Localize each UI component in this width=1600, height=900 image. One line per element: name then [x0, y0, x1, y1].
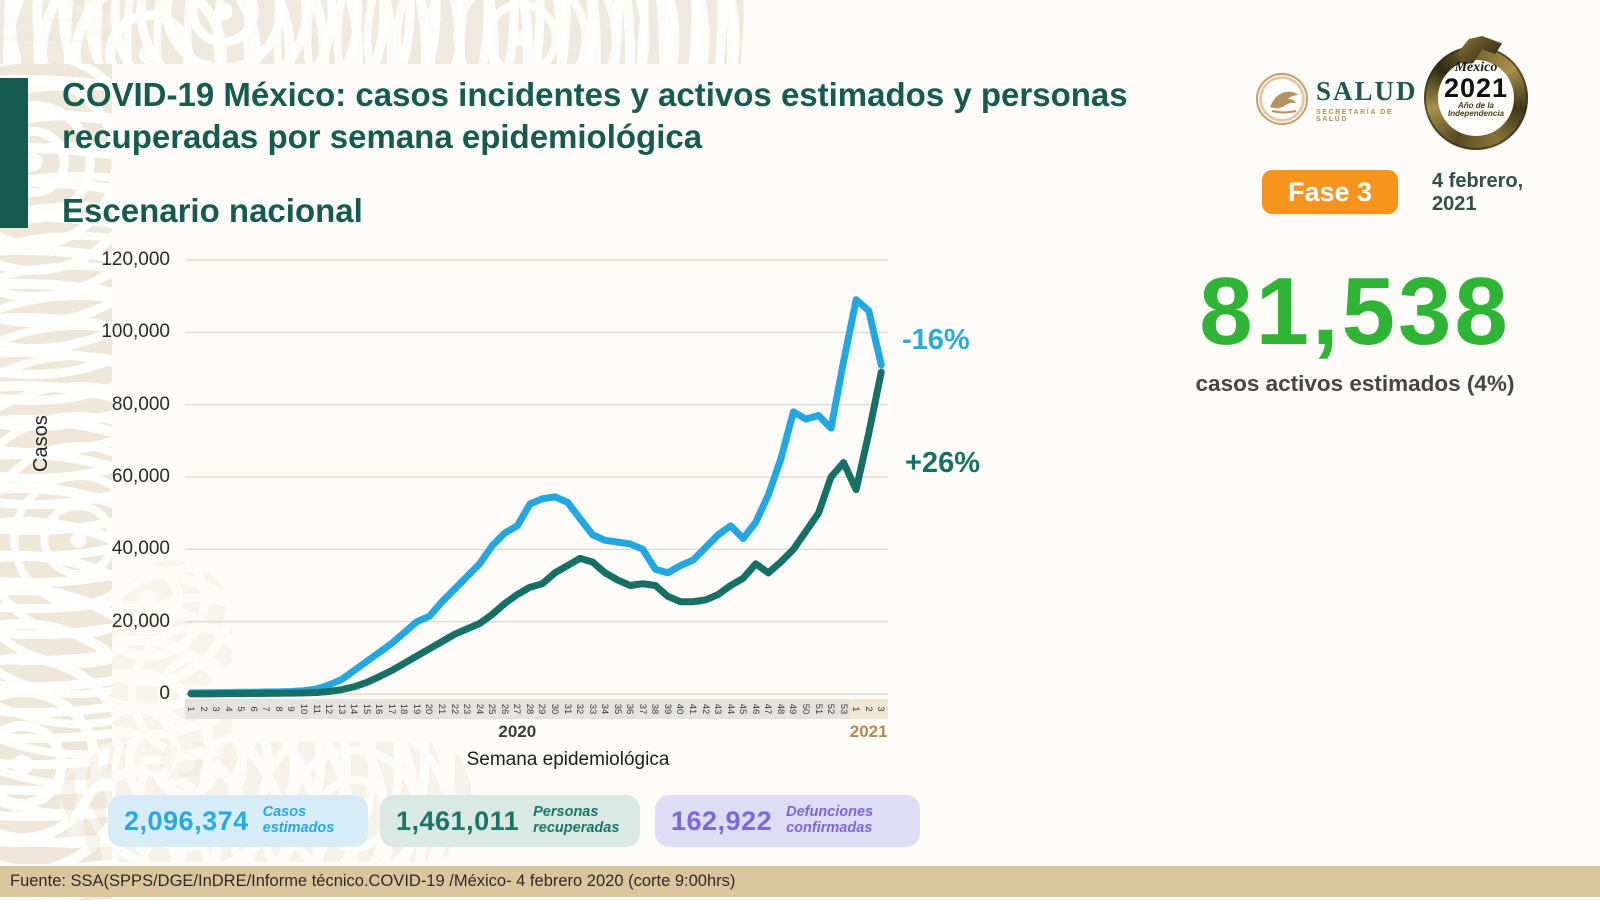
mexico-name: México: [1454, 60, 1498, 75]
mexico-logo-text: México 2021 Año de la Independencia: [1436, 60, 1516, 118]
slide-subtitle: Escenario nacional: [62, 192, 363, 229]
salud-wordmark: SALUD: [1316, 75, 1418, 106]
y-axis-title: Casos: [30, 415, 52, 472]
deaths-value: 162,922: [671, 805, 773, 836]
y-tick-label: 120,000: [101, 249, 170, 270]
mexico-year: 2021: [1443, 73, 1509, 103]
eagle-glyph: [1270, 91, 1298, 114]
chart-svg: [185, 259, 888, 698]
year-label-2021: 2021: [849, 722, 888, 741]
salud-subtitle: SECRETARÍA DE SALUD: [1316, 108, 1394, 123]
annotation-recovered-change: +26%: [905, 447, 980, 479]
stat-card-deaths: 162,922 Defunciones confirmadas: [655, 795, 920, 847]
stat-card-recovered: 1,461,011 Personas recuperadas: [380, 795, 640, 847]
y-tick-label: 60,000: [111, 466, 170, 487]
series-line-personas-recuperadas: [187, 368, 885, 698]
y-tick-label: 40,000: [111, 538, 170, 560]
phase-badge: Fase 3: [1262, 170, 1398, 214]
eagle-seal-icon: [1256, 73, 1308, 125]
source-footer: Fuente: SSA(SPPS/DGE/InDRE/Informe técni…: [0, 866, 1600, 897]
x-tick-label: 3: [875, 706, 887, 712]
estimated-cases-label: Casos estimados: [262, 804, 335, 836]
year-label-2020: 2020: [498, 722, 537, 741]
serpent-ring-icon: [1424, 46, 1528, 150]
x-band-2020: [184, 699, 850, 719]
y-tick-label: 100,000: [101, 321, 170, 343]
mexico-2021-logo: México 2021 Año de la Independencia: [1422, 36, 1532, 156]
deaths-label: Defunciones confirmadas: [786, 804, 874, 836]
y-tick-label: 0: [159, 683, 170, 704]
mexico-tagline: Año de la Independencia: [1447, 100, 1504, 119]
annotation-cases-change: -16%: [902, 324, 970, 356]
active-cases-stat: 81,538 casos activos estimados (4%): [1135, 258, 1575, 397]
series-line-casos-incidentes-estimados: [187, 296, 885, 697]
x-band-2021: [849, 699, 888, 719]
top-pattern-strip: [0, 0, 745, 64]
green-accent-bar: [0, 78, 28, 228]
recovered-value: 1,461,011: [396, 805, 520, 836]
active-cases-value: 81,538: [1199, 258, 1511, 365]
y-tick-label: 80,000: [111, 393, 170, 415]
report-date: 4 febrero, 2021: [1432, 170, 1524, 215]
x-axis-title: Semana epidemiológica: [466, 749, 670, 770]
recovered-label: Personas recuperadas: [533, 804, 620, 836]
stat-card-estimated-cases: 2,096,374 Casos estimados: [108, 795, 368, 847]
side-pattern-blob: [112, 560, 232, 780]
y-tick-label: 20,000: [111, 610, 170, 632]
slide-title: COVID-19 México: casos incidentes y acti…: [62, 76, 1128, 156]
estimated-cases-value: 2,096,374: [124, 805, 249, 836]
salud-logo: SALUD SECRETARÍA DE SALUD: [1256, 66, 1416, 132]
active-cases-label: casos activos estimados (4%): [1195, 370, 1515, 396]
salud-text: SALUD SECRETARÍA DE SALUD: [1316, 76, 1418, 123]
